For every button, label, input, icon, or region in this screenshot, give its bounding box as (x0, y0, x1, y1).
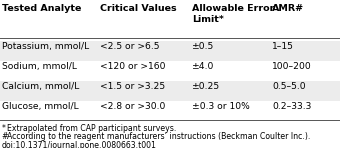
Text: Glucose, mmol/L: Glucose, mmol/L (2, 102, 78, 111)
Text: #: # (2, 132, 8, 141)
Text: 100–200: 100–200 (272, 62, 312, 71)
Text: doi:10.1371/journal.pone.0080663.t001: doi:10.1371/journal.pone.0080663.t001 (2, 141, 157, 148)
Bar (0, 101, 340, 121)
Text: Critical Values: Critical Values (100, 4, 177, 13)
Bar (0, 81, 340, 101)
Text: ±0.3 or 10%: ±0.3 or 10% (192, 102, 250, 111)
Text: ±0.5: ±0.5 (192, 42, 214, 51)
Bar (0, 41, 340, 61)
Text: Allowable Error
Limit*: Allowable Error Limit* (192, 4, 274, 24)
Text: <2.5 or >6.5: <2.5 or >6.5 (100, 42, 160, 51)
Text: *: * (2, 124, 5, 133)
Text: AMR#: AMR# (272, 4, 304, 13)
Text: ±0.25: ±0.25 (192, 82, 220, 91)
Text: Sodium, mmol/L: Sodium, mmol/L (2, 62, 76, 71)
Text: Potassium, mmol/L: Potassium, mmol/L (2, 42, 89, 51)
Text: <1.5 or >3.25: <1.5 or >3.25 (100, 82, 166, 91)
Text: Tested Analyte: Tested Analyte (2, 4, 81, 13)
Text: Extrapolated from CAP participant surveys.: Extrapolated from CAP participant survey… (7, 124, 176, 133)
Text: 0.5–5.0: 0.5–5.0 (272, 82, 306, 91)
Text: 0.2–33.3: 0.2–33.3 (272, 102, 311, 111)
Text: Calcium, mmol/L: Calcium, mmol/L (2, 82, 79, 91)
Text: According to the reagent manufacturers’ instructions (Beckman Coulter Inc.).: According to the reagent manufacturers’ … (7, 132, 310, 141)
Text: 1–15: 1–15 (272, 42, 294, 51)
Bar (0, 61, 340, 81)
Text: ±4.0: ±4.0 (192, 62, 215, 71)
Text: <2.8 or >30.0: <2.8 or >30.0 (100, 102, 166, 111)
Text: <120 or >160: <120 or >160 (100, 62, 166, 71)
